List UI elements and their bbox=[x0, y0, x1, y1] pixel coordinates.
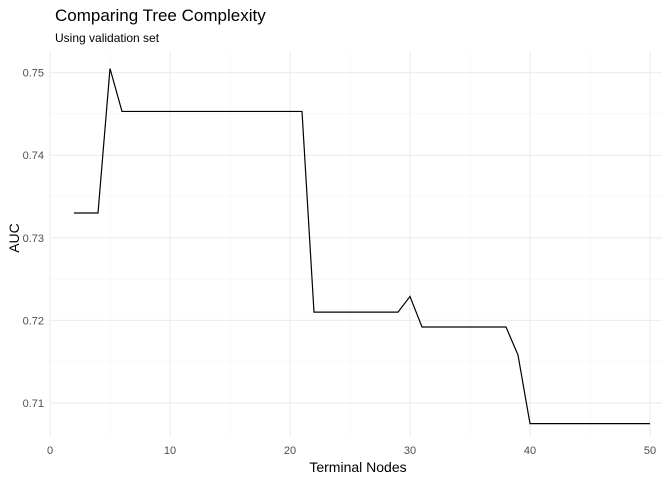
y-tick-label: 0.71 bbox=[23, 398, 44, 410]
y-tick-label: 0.74 bbox=[23, 150, 44, 162]
y-tick-label: 0.73 bbox=[23, 233, 44, 245]
series-layer bbox=[74, 68, 650, 425]
x-axis-title: Terminal Nodes bbox=[309, 459, 406, 475]
x-axis-ticks: 0 10 20 30 40 50 bbox=[47, 445, 656, 457]
x-tick-label: 20 bbox=[284, 445, 296, 457]
y-tick-label: 0.75 bbox=[23, 68, 44, 80]
x-tick-label: 50 bbox=[644, 445, 656, 457]
y-axis-title: AUC bbox=[6, 223, 22, 253]
auc-series-line bbox=[74, 68, 650, 425]
x-tick-label: 30 bbox=[404, 445, 416, 457]
y-axis-ticks: 0.71 0.72 0.73 0.74 0.75 bbox=[23, 68, 44, 410]
x-tick-label: 10 bbox=[164, 445, 176, 457]
grid bbox=[49, 52, 662, 436]
x-tick-label: 40 bbox=[524, 445, 536, 457]
x-tick-label: 0 bbox=[47, 445, 53, 457]
chart-title: Comparing Tree Complexity bbox=[55, 6, 266, 25]
y-tick-label: 0.72 bbox=[23, 315, 44, 327]
chart-subtitle: Using validation set bbox=[55, 31, 160, 45]
